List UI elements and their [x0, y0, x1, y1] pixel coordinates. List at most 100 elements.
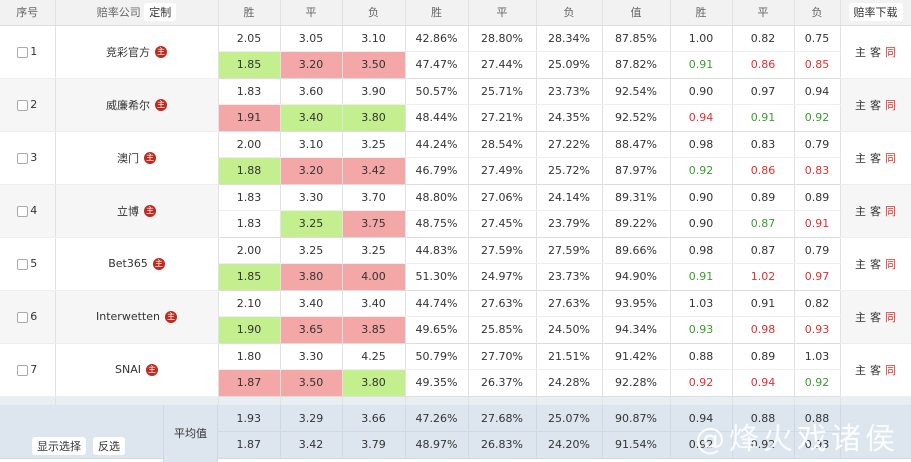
kelly-cell: 0.94 [794, 78, 841, 105]
row-checkbox[interactable] [17, 205, 29, 217]
company-name[interactable]: 威廉希尔 [106, 98, 150, 112]
probability-cell: 49.65% [405, 316, 469, 344]
same-link[interactable]: 同 [885, 45, 896, 59]
home-link[interactable]: 主 [855, 45, 866, 59]
kelly-cell: 0.89 [794, 184, 841, 211]
row-checkbox[interactable] [17, 364, 29, 376]
kelly-cell: 0.97 [794, 263, 841, 291]
odds-cell: 3.80 [342, 369, 406, 397]
home-link[interactable]: 主 [855, 257, 866, 271]
company-name[interactable]: 立博 [117, 204, 139, 218]
history-actions: 主客同 [840, 343, 911, 397]
partial-cell [280, 396, 343, 405]
home-link[interactable]: 主 [855, 98, 866, 112]
same-link[interactable]: 同 [885, 98, 896, 112]
home-link[interactable]: 主 [855, 310, 866, 324]
kelly-cell: 0.87 [732, 210, 795, 238]
company-cell: Interwetten 主 [55, 290, 219, 344]
return-rate-cell: 91.42% [602, 343, 671, 370]
probability-cell: 44.74% [405, 290, 469, 317]
odds-cell: 3.29 [280, 405, 343, 432]
kelly-cell: 0.86 [732, 157, 795, 185]
away-link[interactable]: 客 [870, 363, 881, 377]
return-rate-cell: 91.54% [602, 431, 671, 459]
home-link[interactable]: 主 [855, 151, 866, 165]
odds-cell: 1.83 [218, 210, 281, 238]
away-link[interactable]: 客 [870, 45, 881, 59]
company-name[interactable]: Bet365 [108, 257, 148, 270]
partial-cell [218, 396, 281, 405]
odds-cell: 3.65 [280, 316, 343, 344]
table-row-live: 1.88 3.20 3.42 46.79% 27.49% 25.72% 87.97% 0.92… [0, 157, 911, 185]
row-number: 1 [30, 45, 38, 58]
same-link[interactable]: 同 [885, 257, 896, 271]
customize-button[interactable]: 定制 [144, 3, 177, 22]
average-row: 显示选择 反选 1.93 3.29 3.66 47.26% 27.68% 25.07% 90… [0, 405, 911, 459]
company-name[interactable]: Interwetten [96, 310, 160, 323]
kelly-cell: 0.90 [670, 210, 733, 238]
company-name[interactable]: 澳门 [117, 151, 139, 165]
kelly-cell: 1.02 [732, 263, 795, 291]
away-link[interactable]: 客 [870, 257, 881, 271]
same-link[interactable]: 同 [885, 204, 896, 218]
average-row-live: 1.87 3.42 3.79 48.97% 26.83% 24.20% 91.54% 0.92… [0, 431, 911, 459]
home-link[interactable]: 主 [855, 204, 866, 218]
same-link[interactable]: 同 [885, 310, 896, 324]
probability-cell: 27.06% [468, 184, 537, 211]
kelly-cell: 0.98 [732, 316, 795, 344]
home-badge-icon: 主 [155, 98, 167, 111]
home-badge-icon: 主 [145, 363, 158, 376]
return-rate-cell: 93.95% [602, 290, 671, 317]
odds-cell: 1.87 [218, 431, 281, 459]
probability-cell: 23.79% [536, 210, 603, 238]
row-checkbox[interactable] [17, 152, 29, 164]
row-checkbox[interactable] [17, 311, 29, 323]
col-index: 序号 [0, 0, 56, 26]
probability-cell: 27.59% [468, 237, 537, 264]
show-selected-button[interactable]: 显示选择 [32, 436, 86, 455]
row-number: 3 [30, 151, 38, 164]
probability-cell: 44.24% [405, 131, 469, 158]
table-row: 1 竞彩官方主 2.05 3.05 3.10 42.86% 28.80% 28.34% 87… [0, 25, 911, 79]
probability-cell: 27.21% [468, 104, 537, 132]
row-checkbox[interactable] [17, 46, 29, 58]
away-link[interactable]: 客 [870, 204, 881, 218]
home-link[interactable]: 主 [855, 363, 866, 377]
probability-cell: 24.28% [536, 369, 603, 397]
col-odds-lose: 负 [342, 0, 406, 26]
partial-cell [794, 396, 841, 405]
same-link[interactable]: 同 [885, 151, 896, 165]
history-actions: 主客同 [840, 184, 911, 238]
row-checkbox[interactable] [17, 99, 29, 111]
kelly-cell: 0.98 [670, 237, 733, 264]
average-label: 平均值 [163, 405, 218, 462]
kelly-cell: 0.92 [794, 104, 841, 132]
kelly-cell: 0.92 [670, 157, 733, 185]
company-name[interactable]: 竞彩官方 [106, 45, 150, 59]
probability-cell: 21.51% [536, 343, 603, 370]
partial-row [0, 396, 911, 405]
table-row-live: 1.90 3.65 3.85 49.65% 25.85% 24.50% 94.34% 0.93… [0, 316, 911, 344]
company-cell: SNAI 主 [55, 343, 219, 397]
col-odds-win: 胜 [218, 0, 281, 26]
kelly-cell: 0.91 [732, 104, 795, 132]
same-link[interactable]: 同 [885, 363, 896, 377]
odds-cell: 3.42 [342, 157, 406, 185]
col-kelly-draw: 平 [732, 0, 795, 26]
away-link[interactable]: 客 [870, 98, 881, 112]
probability-cell: 48.80% [405, 184, 469, 211]
invert-selection-button[interactable]: 反选 [93, 436, 125, 455]
away-link[interactable]: 客 [870, 310, 881, 324]
odds-cell: 1.88 [218, 157, 281, 185]
probability-cell: 25.72% [536, 157, 603, 185]
away-link[interactable]: 客 [870, 151, 881, 165]
download-odds-button[interactable]: 赔率下载 [848, 3, 903, 22]
probability-cell: 47.26% [405, 405, 469, 432]
header-row: 序号 赔率公司 定制 胜 平 负 胜 平 负 值 胜 平 负 赔率下载 [0, 0, 911, 26]
odds-cell: 2.00 [218, 131, 281, 158]
kelly-cell: 0.83 [732, 131, 795, 158]
company-name[interactable]: SNAI [115, 363, 141, 376]
probability-cell: 46.79% [405, 157, 469, 185]
row-checkbox[interactable] [17, 258, 29, 270]
